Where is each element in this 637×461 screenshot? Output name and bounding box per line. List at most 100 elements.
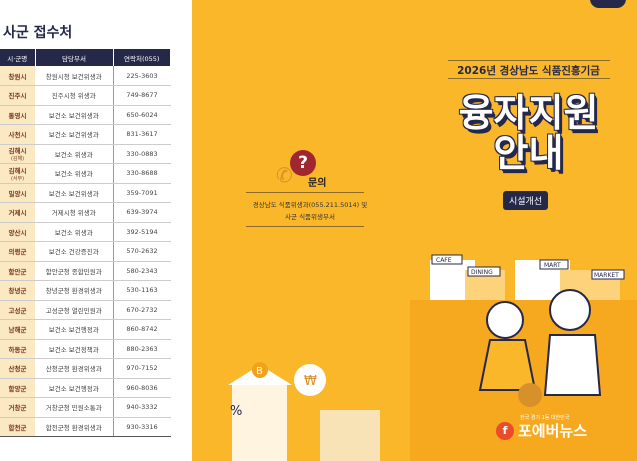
dept-cell: 보건소 건강증진과 [35,241,114,262]
phone-cell: 670-2732 [113,300,171,320]
phone-cell: 970-7152 [113,358,171,379]
dept-cell: 창원시청 보건위생과 [35,66,114,86]
city-cell: 의령군 [0,241,35,262]
question-icon: ? [290,150,316,176]
dining-sign: DINING [471,269,493,276]
table-row: 진주시 진주시청 위생과 749-8677 [0,85,171,106]
table-row: 사천시 보건소 보건위생과 831-3617 [0,124,171,145]
city-cell: 창원시 [0,66,35,86]
watermark-name: 포에버뉴스 [518,422,588,440]
divider [448,78,610,79]
city-name: 사천시 [8,131,27,140]
contact-title: 사군 접수처 [3,25,73,41]
header-phone: 연락처(055) [113,49,171,66]
table-row: 창원시 창원시청 보건위생과 225-3603 [0,66,171,86]
city-cell: 밀양시 [0,183,35,203]
city-cell: 함안군 [0,261,35,281]
phone-cell: 330-8688 [113,163,171,184]
phone-cell: 831-3617 [113,124,171,145]
city-name: 산청군 [8,365,27,374]
table-row: 하동군 보건소 보건정책과 880-2363 [0,339,171,359]
percent-sign: % [230,404,242,419]
watermark-logo: f 포에버뉴스 [496,420,587,441]
city-name: 남해군 [8,326,27,335]
city-cell: 거제시 [0,202,35,223]
won-sign: ₩ [304,374,317,389]
cover-subtitle: 2026년 경상남도 식품진흥기금 [457,65,600,77]
phone-cell: 650-6024 [113,105,171,125]
phone-cell: 639-3974 [113,202,171,223]
table-row: 함안군 함안군청 종합민원과 580-2343 [0,261,171,281]
city-name: 양산시 [8,228,27,237]
phone-cell: 749-8677 [113,85,171,106]
city-name: 창원시 [8,72,27,81]
city-cell: 진주시 [0,85,35,106]
city-name: 거제시 [8,209,27,218]
city-name: 통영시 [8,111,27,120]
table-row: 김해시 (서부) 보건소 위생과 330-8688 [0,163,171,184]
mart-sign: MART [544,262,561,269]
city-cell: 산청군 [0,358,35,379]
cover-title-1: 융자지원 [458,91,599,135]
dept-cell: 합천군청 환경위생과 [35,417,114,437]
dept-cell: 거창군청 민원소통과 [35,397,114,418]
city-name: 창녕군 [8,287,27,296]
watermark-tagline: 한국 경기 1등 대한민국 [520,415,570,421]
dept-cell: 보건소 보건행정과 [35,378,114,398]
dept-cell: 보건소 보건위생과 [35,124,114,145]
people-illustration [478,289,602,407]
phone-cell: 880-2363 [113,339,171,359]
phone-cell: 940-3332 [113,397,171,418]
phone-cell: 359-7091 [113,183,171,203]
city-cell: 양산시 [0,222,35,242]
dept-cell: 보건소 위생과 [35,163,114,184]
city-sub: (서부) [10,175,25,182]
city-name: 함안군 [8,267,27,276]
inquiry-line-1: 경상남도 식품위생과(055.211.5014) 및 [252,201,368,209]
table-row: 김해시 (김해) 보건소 위생과 330-0883 [0,144,171,164]
category-tag: 시설개선 [503,191,549,210]
phone-cell: 930-3316 [113,417,171,437]
city-cell: 하동군 [0,339,35,359]
dept-cell: 보건소 보건행정과 [35,319,114,340]
table-row: 함양군 보건소 보건행정과 960-8036 [0,378,171,398]
menu-button[interactable] [590,0,626,8]
city-cell: 합천군 [0,417,35,437]
table-row: 통영시 보건소 보건위생과 650-6024 [0,105,171,125]
cafe-sign: CAFE [436,257,452,264]
table-row: 의령군 보건소 건강증진과 570-2632 [0,241,171,262]
table-row: 고성군 고성군청 열린민원과 670-2732 [0,300,171,320]
table-row: 남해군 보건소 보건행정과 860-8742 [0,319,171,340]
city-name: 김해시 [8,166,27,175]
city-cell: 김해시 (서부) [0,163,35,184]
inquiry-title: 문의 [308,178,327,189]
city-cell: 김해시 (김해) [0,144,35,164]
logo-icon: f [496,421,514,440]
city-cell: 고성군 [0,300,35,320]
phone-cell: 960-8036 [113,378,171,398]
phone-cell: 860-8742 [113,319,171,340]
city-name: 합천군 [8,423,27,432]
contact-table: 시·군명 담당부서 연락처(055) 창원시 창원시청 보건위생과 225-36… [0,49,171,437]
table-row: 창녕군 창녕군청 환경위생과 530-1163 [0,280,171,301]
city-cell: 거창군 [0,397,35,418]
dept-cell: 보건소 위생과 [35,144,114,164]
phone-icon: ✆ [276,163,293,187]
city-name: 하동군 [8,345,27,354]
bank-sign: B [256,366,263,377]
city-cell: 통영시 [0,105,35,125]
header-city: 시·군명 [0,49,36,66]
city-name: 거창군 [8,404,27,413]
dept-cell: 보건소 위생과 [35,222,114,242]
market-sign: MARKET [594,272,619,279]
city-cell: 함양군 [0,378,35,398]
city-cell: 창녕군 [0,280,35,301]
phone-cell: 392-5194 [113,222,171,242]
dept-cell: 고성군청 열린민원과 [35,300,114,320]
finance-illustration: B ₩ % [228,362,380,461]
dept-cell: 거제시청 위생과 [35,202,114,223]
table-row: 거제시 거제시청 위생과 639-3974 [0,202,171,223]
dept-cell: 산청군청 환경위생과 [35,358,114,379]
table-row: 합천군 합천군청 환경위생과 930-3316 [0,417,171,437]
dept-cell: 보건소 보건위생과 [35,105,114,125]
